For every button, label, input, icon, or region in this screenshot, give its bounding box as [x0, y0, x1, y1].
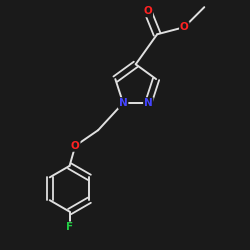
- Text: O: O: [71, 141, 80, 151]
- Text: N: N: [119, 98, 128, 108]
- Text: O: O: [180, 22, 189, 32]
- Text: O: O: [144, 6, 152, 16]
- Text: N: N: [144, 98, 153, 108]
- Text: F: F: [66, 222, 73, 232]
